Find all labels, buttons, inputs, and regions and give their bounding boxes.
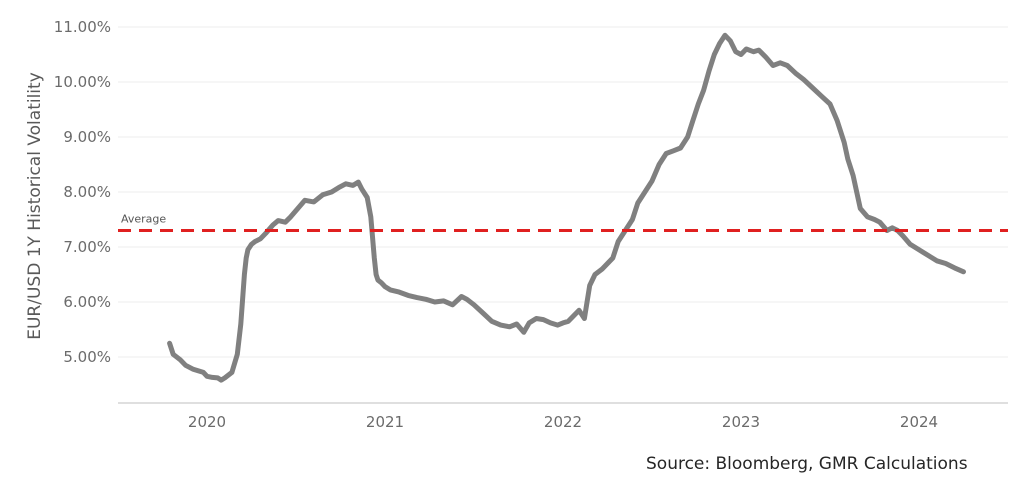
y-axis-ticks: 5.00% 6.00% 7.00% 8.00% 9.00% 10.00% 11.00% [54, 18, 111, 366]
source-note: Source: Bloomberg, GMR Calculations [646, 454, 968, 474]
x-tick-label: 2024 [900, 413, 938, 431]
x-tick-label: 2021 [366, 413, 404, 431]
y-tick-label: 7.00% [63, 238, 111, 256]
y-tick-label: 5.00% [63, 348, 111, 366]
y-tick-label: 9.00% [63, 128, 111, 146]
series-group [167, 32, 966, 383]
y-tick-label: 8.00% [63, 183, 111, 201]
series-line [167, 32, 966, 383]
y-tick-label: 10.00% [54, 73, 111, 91]
y-tick-label: 6.00% [63, 293, 111, 311]
y-tick-label: 11.00% [54, 18, 111, 36]
average-label: Average [121, 213, 166, 226]
x-tick-label: 2023 [722, 413, 760, 431]
x-tick-label: 2020 [188, 413, 226, 431]
x-axis-ticks: 2020 2021 2022 2023 2024 [188, 413, 938, 431]
reference-lines: Average [118, 213, 1008, 232]
gridlines [118, 26, 1008, 358]
y-axis-label: EUR/USD 1Y Historical Volatility [25, 72, 45, 340]
x-tick-label: 2022 [544, 413, 582, 431]
